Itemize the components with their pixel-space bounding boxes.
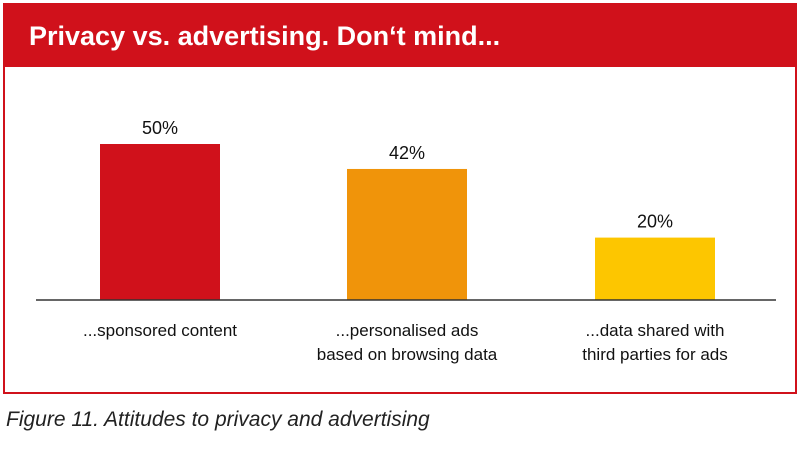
bars-group: [100, 144, 715, 300]
category-label-3-line-1: ...data shared with: [586, 321, 725, 340]
bar-chart: 50% ...sponsored content 42% ...personalise…: [36, 118, 776, 364]
bar-3: [595, 237, 715, 300]
category-label-2-line-1: ...personalised ads: [336, 321, 479, 340]
chart-title: Privacy vs. advertising. Don‘t mind...: [5, 5, 795, 67]
bar-2: [347, 168, 467, 300]
category-label-3-line-2: third parties for ads: [582, 345, 728, 364]
value-label-1: 50%: [142, 118, 178, 138]
figure-caption: Figure 11. Attitudes to privacy and adve…: [6, 408, 430, 431]
labels-group: 50% ...sponsored content 42% ...personalise…: [83, 118, 728, 364]
value-label-2: 42%: [389, 143, 425, 163]
category-label-2-line-2: based on browsing data: [317, 345, 498, 364]
category-label-1-line-1: ...sponsored content: [83, 321, 237, 340]
value-label-3: 20%: [637, 212, 673, 232]
bar-1: [100, 144, 220, 300]
figure-frame: Privacy vs. advertising. Don‘t mind... 5…: [3, 3, 797, 394]
